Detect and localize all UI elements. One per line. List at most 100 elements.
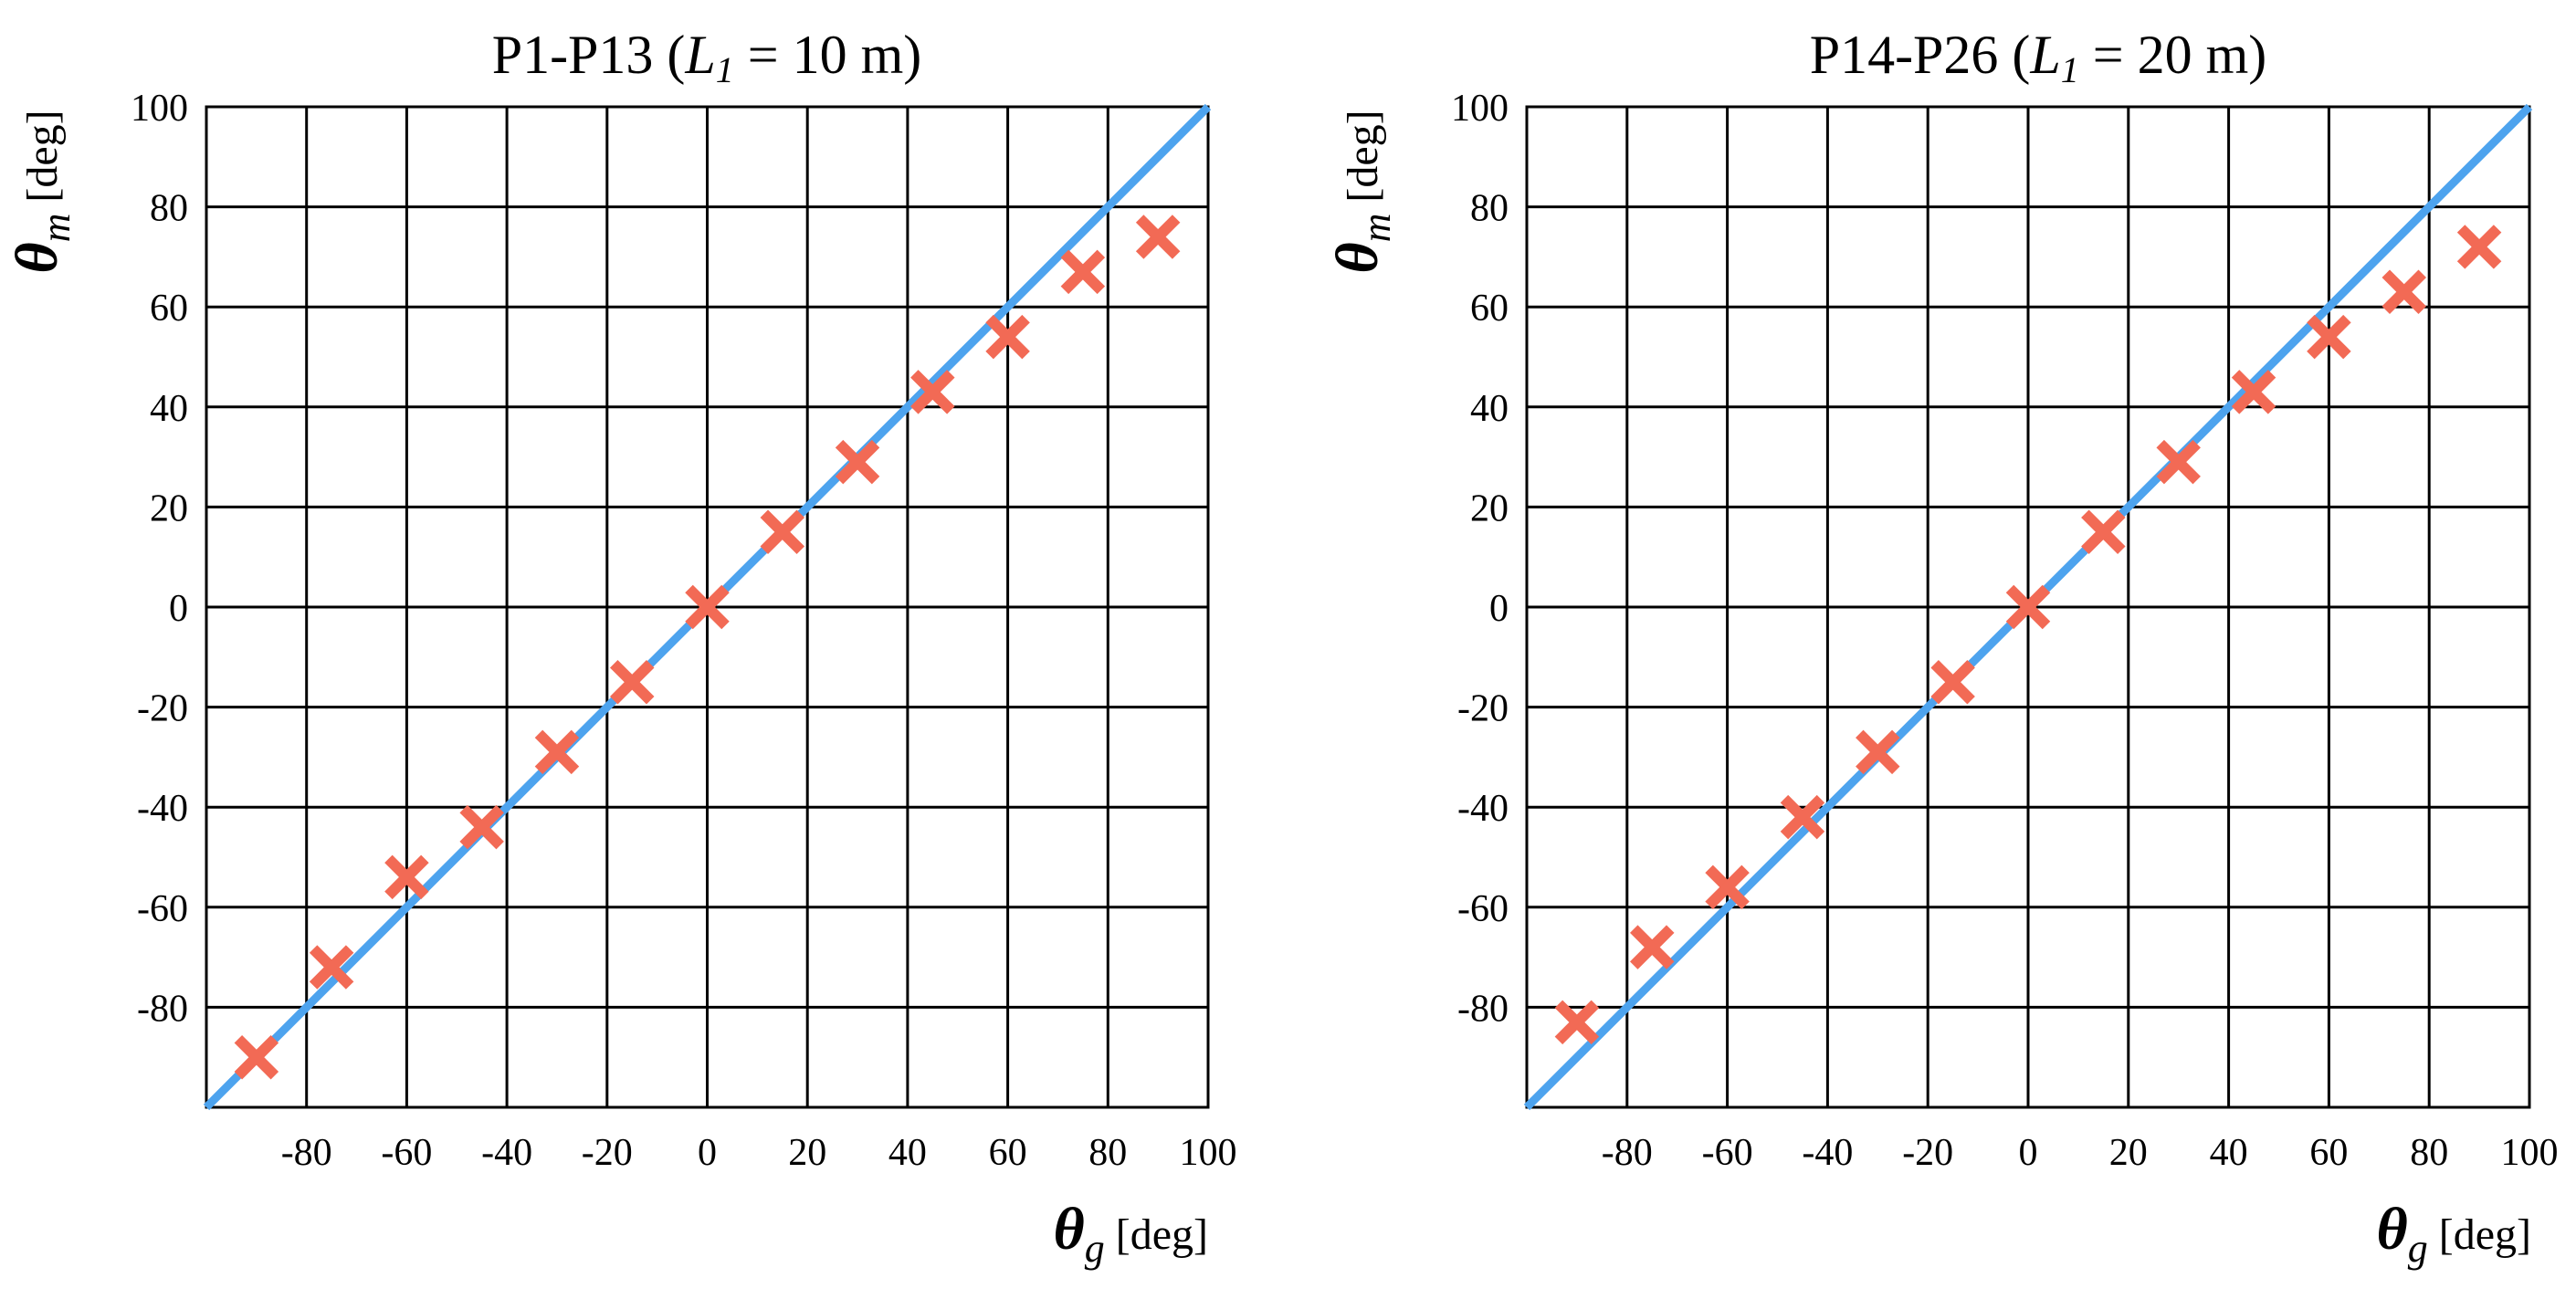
data-point <box>1060 249 1106 295</box>
x-axis-unit: [deg] <box>2428 1210 2531 1259</box>
data-point-stroke <box>1930 659 1975 705</box>
chart-title-variable: L <box>684 25 715 85</box>
chart-title: P1-P13 (L1 = 10 m) <box>492 25 922 90</box>
x-axis-label: θg [deg] <box>1053 1196 1208 1271</box>
data-point-stroke <box>2005 584 2051 630</box>
y-tick-label: 40 <box>150 388 188 430</box>
x-tick-label: 100 <box>2501 1132 2559 1174</box>
data-point <box>2456 225 2502 269</box>
data-point <box>1705 864 1750 910</box>
y-tick-label: -40 <box>1457 788 1509 830</box>
data-point <box>1630 925 1675 969</box>
data-point <box>609 659 655 705</box>
data-point <box>534 729 580 775</box>
chart-title-variable: L <box>2029 25 2060 85</box>
chart-title: P14-P26 (L1 = 20 m) <box>1810 25 2267 90</box>
chart-title-prefix: P14-P26 ( <box>1810 25 2031 85</box>
y-tick-label: 100 <box>131 88 188 130</box>
data-point <box>685 584 730 630</box>
x-tick-label: 80 <box>2410 1132 2448 1174</box>
x-tick-label: -60 <box>381 1132 432 1174</box>
x-axis-subscript: g <box>2408 1226 2428 1271</box>
x-axis-unit: [deg] <box>1105 1210 1208 1259</box>
data-point-stroke <box>835 439 880 485</box>
y-tick-label: -20 <box>137 688 188 730</box>
x-tick-label: -80 <box>281 1132 332 1174</box>
data-point <box>309 945 354 990</box>
x-tick-label: 40 <box>2210 1132 2248 1174</box>
x-axis-subscript: g <box>1085 1226 1105 1271</box>
y-axis-symbol: θ <box>4 242 70 273</box>
data-point-stroke <box>1630 925 1675 969</box>
data-point-stroke <box>760 509 805 555</box>
x-tick-label: -20 <box>582 1132 633 1174</box>
x-tick-label: -40 <box>1802 1132 1853 1174</box>
x-tick-label: 0 <box>698 1132 717 1174</box>
y-axis-unit: [deg] <box>18 110 67 213</box>
data-point <box>910 370 955 414</box>
chart-panel-2: -80 -60 -40 -20 0 20 40 60 80 100 100 80 60 40 20 0 -20 -… <box>1324 25 2559 1271</box>
y-axis-symbol: θ <box>1324 242 1391 273</box>
data-point-stroke <box>1780 794 1825 840</box>
y-tick-label: 80 <box>150 188 188 230</box>
plot-frame <box>1525 105 2531 1109</box>
y-axis-unit: [deg] <box>1339 110 1387 213</box>
data-point-stroke <box>1856 729 1900 775</box>
data-point <box>760 509 805 555</box>
y-tick-label: -80 <box>137 988 188 1030</box>
data-point-stroke <box>1705 864 1750 910</box>
x-tick-label: 40 <box>888 1132 927 1174</box>
data-point-stroke <box>1135 215 1181 259</box>
x-axis-symbol: θ <box>1053 1196 1084 1262</box>
x-tick-label: 20 <box>2109 1132 2148 1174</box>
y-tick-label: 0 <box>1489 588 1509 630</box>
y-axis-label: θm [deg] <box>1324 110 1399 273</box>
data-point-stroke <box>534 729 580 775</box>
data-point-stroke <box>2231 370 2276 414</box>
x-tick-label: 0 <box>2019 1132 2038 1174</box>
data-point-stroke <box>985 314 1030 360</box>
data-point <box>835 439 880 485</box>
y-tick-label: -60 <box>1457 888 1509 930</box>
data-point <box>1135 215 1181 259</box>
x-tick-label: -60 <box>1702 1132 1753 1174</box>
data-point-stroke <box>309 945 354 990</box>
y-tick-label: 80 <box>1470 188 1509 230</box>
data-point-stroke <box>2307 314 2351 360</box>
x-tick-label: 60 <box>989 1132 1027 1174</box>
data-point <box>1930 659 1975 705</box>
data-point <box>1856 729 1900 775</box>
x-tick-label: 20 <box>788 1132 826 1174</box>
data-point <box>2381 269 2426 315</box>
y-tick-label: 100 <box>1451 88 1509 130</box>
data-point-stroke <box>1060 249 1106 295</box>
x-tick-label: 80 <box>1088 1132 1127 1174</box>
data-point <box>985 314 1030 360</box>
chart-title-suffix: = 10 m) <box>734 25 922 85</box>
y-tick-label: -80 <box>1457 988 1509 1030</box>
data-point-stroke <box>234 1034 279 1080</box>
chart-title-prefix: P1-P13 ( <box>492 25 686 85</box>
data-point-stroke <box>384 854 429 900</box>
y-tick-label: -20 <box>1457 688 1509 730</box>
y-tick-label: 60 <box>150 288 188 330</box>
data-point-stroke <box>2156 439 2201 485</box>
x-tick-label: -40 <box>481 1132 532 1174</box>
x-tick-label: 100 <box>1180 1132 1237 1174</box>
data-point-stroke <box>2081 509 2126 555</box>
data-point <box>2156 439 2201 485</box>
y-tick-label: -60 <box>137 888 188 930</box>
data-point <box>1554 1000 1600 1045</box>
data-point <box>2081 509 2126 555</box>
y-tick-label: -40 <box>137 788 188 830</box>
data-point-stroke <box>910 370 955 414</box>
y-tick-label: 60 <box>1470 288 1509 330</box>
y-axis-subscript: m <box>34 214 79 243</box>
y-axis-subscript: m <box>1354 214 1399 243</box>
data-point-stroke <box>459 804 504 850</box>
data-point-stroke <box>609 659 655 705</box>
data-point <box>2307 314 2351 360</box>
y-axis-label: θm [deg] <box>4 110 79 273</box>
x-tick-label: 60 <box>2309 1132 2348 1174</box>
chart-title-subscript: 1 <box>2061 49 2079 90</box>
